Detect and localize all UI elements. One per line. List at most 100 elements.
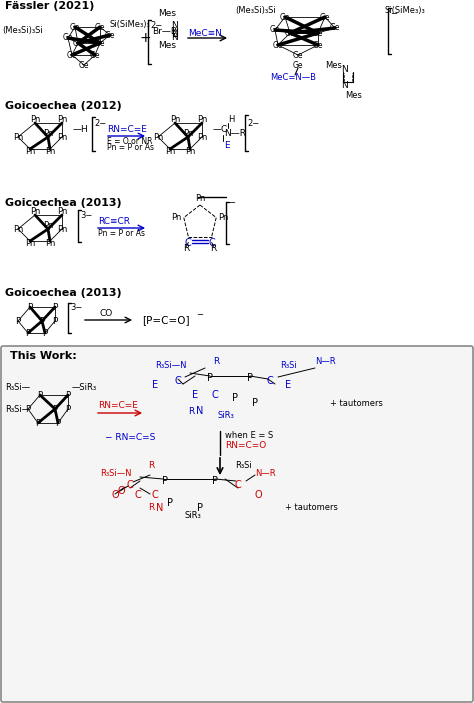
Text: RN=C=E: RN=C=E: [98, 401, 138, 410]
Text: R₃Si—N: R₃Si—N: [155, 361, 186, 370]
Text: when E = S: when E = S: [225, 430, 273, 439]
Text: P: P: [252, 398, 258, 408]
Text: P: P: [212, 476, 218, 486]
Text: Pn: Pn: [43, 129, 53, 138]
Text: P: P: [197, 503, 203, 513]
Text: P: P: [42, 328, 48, 337]
Text: Ge: Ge: [67, 51, 77, 60]
Text: R: R: [188, 406, 194, 415]
Text: MeC=N—B: MeC=N—B: [270, 72, 316, 82]
Text: —C: —C: [213, 126, 228, 134]
Text: P: P: [36, 418, 41, 427]
Text: −: −: [228, 198, 235, 207]
Text: +: +: [139, 31, 151, 45]
Text: + tautomers: + tautomers: [330, 399, 383, 408]
Text: 3−: 3−: [80, 210, 92, 219]
Text: P: P: [37, 390, 43, 399]
Text: Pn = P or As: Pn = P or As: [98, 229, 145, 238]
Text: 2−: 2−: [94, 120, 106, 129]
Text: Pn: Pn: [185, 148, 195, 157]
Text: N: N: [342, 81, 348, 89]
Text: Pn: Pn: [170, 115, 180, 124]
Text: Pn: Pn: [172, 213, 182, 222]
Text: P: P: [207, 373, 213, 383]
Text: N: N: [342, 65, 348, 74]
Text: E = O or NR: E = O or NR: [107, 136, 153, 146]
Text: Goicoechea (2012): Goicoechea (2012): [5, 101, 122, 111]
Text: P: P: [55, 418, 61, 427]
Text: C: C: [211, 390, 219, 400]
Text: R₃Si—: R₃Si—: [5, 384, 30, 392]
Text: Pn: Pn: [45, 240, 55, 248]
Text: 2−: 2−: [150, 20, 162, 30]
Text: Pn: Pn: [45, 148, 55, 157]
Text: R: R: [213, 356, 219, 366]
Text: Pn: Pn: [43, 221, 53, 229]
Text: Pn = P or As: Pn = P or As: [107, 143, 154, 153]
Text: Si(SiMe₃)₃: Si(SiMe₃)₃: [110, 20, 151, 29]
Text: —SiR₃: —SiR₃: [72, 384, 97, 392]
Text: R₃Si: R₃Si: [235, 460, 252, 470]
Text: P: P: [52, 316, 58, 325]
Text: P: P: [26, 404, 30, 413]
Text: Goicoechea (2013): Goicoechea (2013): [5, 198, 122, 208]
Text: Pn: Pn: [218, 213, 228, 222]
Text: P: P: [39, 316, 45, 325]
Text: N: N: [156, 503, 164, 513]
Text: E: E: [285, 380, 291, 390]
Text: C: C: [152, 490, 158, 500]
Text: O: O: [118, 486, 126, 496]
Text: C: C: [135, 490, 141, 500]
Text: N: N: [196, 406, 204, 416]
Text: Pn: Pn: [30, 207, 40, 217]
Text: E: E: [224, 141, 229, 150]
Text: E: E: [152, 380, 158, 390]
Text: Ge: Ge: [280, 13, 290, 22]
Text: Si(SiMe₃)₃: Si(SiMe₃)₃: [385, 6, 426, 15]
Text: P: P: [232, 393, 238, 403]
Text: Pn: Pn: [197, 132, 207, 141]
Text: R: R: [148, 460, 154, 470]
Text: Pn: Pn: [57, 207, 67, 217]
Text: SiR₃: SiR₃: [218, 411, 235, 420]
Text: Pn: Pn: [57, 132, 67, 141]
Text: Goicoechea (2013): Goicoechea (2013): [5, 288, 122, 298]
Text: Ge: Ge: [95, 22, 105, 32]
Text: Ge: Ge: [285, 29, 295, 37]
Text: RN=C=E: RN=C=E: [107, 126, 147, 134]
Text: C: C: [174, 376, 182, 386]
Text: Mes: Mes: [345, 91, 362, 100]
Text: Ge: Ge: [95, 39, 105, 48]
Text: E: E: [192, 390, 198, 400]
Text: Mes: Mes: [158, 41, 176, 51]
Text: Ge: Ge: [105, 30, 115, 39]
Text: [P=C=O]: [P=C=O]: [142, 315, 190, 325]
Text: P: P: [65, 404, 71, 413]
Text: O: O: [111, 490, 119, 500]
Text: − RN=C=S: − RN=C=S: [105, 434, 155, 442]
Text: N—R: N—R: [315, 356, 336, 366]
Text: Ge: Ge: [293, 51, 303, 60]
Text: P: P: [162, 476, 168, 486]
Text: 3−: 3−: [70, 304, 82, 313]
Text: N—R: N—R: [224, 129, 246, 138]
Text: (Me₃Si)₃Si: (Me₃Si)₃Si: [2, 27, 43, 35]
Text: Ge: Ge: [90, 51, 100, 60]
Text: P: P: [27, 302, 33, 311]
Text: Ge: Ge: [73, 39, 83, 48]
Text: Pn: Pn: [183, 129, 193, 138]
Text: −: −: [390, 10, 397, 18]
Text: This Work:: This Work:: [10, 351, 77, 361]
Text: Ge: Ge: [293, 60, 303, 70]
Text: R₃Si—N: R₃Si—N: [100, 468, 131, 477]
Text: P: P: [25, 328, 31, 337]
Text: —H: —H: [73, 126, 89, 134]
Text: SiR₃: SiR₃: [185, 510, 202, 520]
Text: Ge: Ge: [313, 29, 323, 37]
Text: Fässler (2021): Fässler (2021): [5, 1, 94, 11]
Text: −: −: [196, 311, 203, 319]
Text: C: C: [209, 238, 215, 248]
Text: Ge: Ge: [79, 60, 89, 70]
FancyBboxPatch shape: [1, 346, 473, 702]
Text: C: C: [235, 480, 241, 490]
